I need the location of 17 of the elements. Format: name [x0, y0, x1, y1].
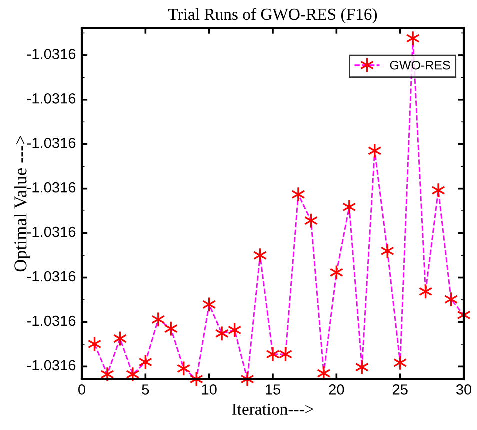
x-tick-label: 5 [142, 384, 150, 395]
text: -1.0316 [27, 138, 76, 148]
text: -1.0316 [27, 271, 76, 282]
text: -1.0316 [27, 182, 76, 193]
legend-label: GWO-RES [390, 60, 450, 70]
x-tick-label: 25 [392, 384, 408, 395]
text: -1.0316 [27, 360, 76, 371]
x-tick-label: 20 [329, 384, 344, 395]
x-tick-label: 30 [456, 384, 472, 395]
x-axis-title: Iteration---> [232, 404, 314, 416]
text: -1.0316 [27, 93, 76, 104]
x-tick-label: 0 [78, 384, 86, 395]
text: -1.0316 [27, 316, 76, 326]
chart-title: Trial Runs of GWO-RES (F16) [168, 8, 378, 24]
text: -1.0316 [27, 49, 76, 60]
x-tick-label: 10 [202, 384, 217, 395]
x-tick-label: 15 [266, 384, 280, 395]
